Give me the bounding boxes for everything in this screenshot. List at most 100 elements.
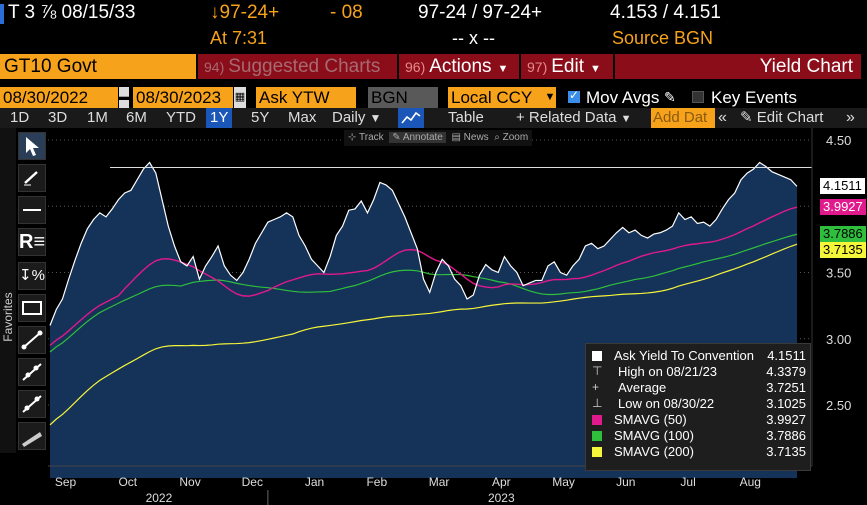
table-button[interactable]: Table (448, 109, 484, 126)
x-tick-label: Oct (118, 475, 137, 489)
x-tick-label: May (552, 475, 575, 489)
start-date-field[interactable]: 08/30/2022 (0, 87, 118, 108)
ticker-field[interactable]: GT10 Govt (0, 54, 196, 79)
legend-sma50: SMAVG (50) 3.9927 (592, 412, 806, 428)
horizontal-line-tool[interactable] (18, 196, 46, 224)
track-button[interactable]: Track (359, 132, 384, 143)
y-tick-label: 3.00 (826, 332, 851, 347)
eraser-tool[interactable] (18, 422, 46, 450)
legend-sma100: SMAVG (100) 3.7886 (592, 428, 806, 444)
x-tick-label: Jan (305, 475, 324, 489)
mini-toolbar: ⊹ Track ✎ Annotate ▤ News ⌕ Zoom (344, 130, 533, 146)
quote-time: At 7:31 (210, 28, 268, 48)
mov-avgs-checkbox[interactable] (568, 88, 580, 103)
edit-chart-button[interactable]: ✎ Edit Chart (740, 109, 824, 126)
range-ytd[interactable]: YTD (166, 109, 196, 126)
currency-select[interactable]: Local CCY (448, 87, 544, 108)
frequency-select[interactable]: Daily ▼ (332, 109, 382, 126)
field-selector[interactable]: Ask YTW (256, 87, 356, 108)
annotate-button[interactable]: ✎ Annotate (389, 132, 446, 143)
chevron-down-icon[interactable]: ▼ (544, 87, 556, 108)
zoom-icon[interactable]: ⌕ (494, 132, 500, 143)
x-tick-label: Nov (179, 475, 200, 489)
line-chart-icon[interactable] (398, 108, 424, 128)
favorites-sidebar[interactable] (0, 128, 16, 453)
track-icon[interactable]: ⊹ (348, 132, 357, 143)
mov-avgs-label: Mov Avgs (586, 88, 660, 107)
news-icon[interactable]: ▤ (451, 132, 461, 143)
fibonacci-tool[interactable]: ↧% (18, 262, 46, 290)
legend[interactable]: Ask Yield To Convention 4.1511 ⊤ High on 0… (585, 343, 811, 471)
calendar-icon[interactable]: ▦ (234, 87, 246, 108)
page-title: Yield Chart (615, 54, 861, 79)
actions-menu[interactable]: 96) Actions ▼ (399, 54, 519, 79)
bid-ask-price: 97-24 / 97-24+ (418, 2, 543, 23)
quote-source: Source BGN (612, 28, 714, 48)
range-max[interactable]: Max (288, 109, 317, 126)
x-tick-label: Jun (616, 475, 635, 489)
zoom-button[interactable]: Zoom (502, 132, 529, 143)
sma200-line (49, 243, 798, 426)
net-change: - 08 (330, 2, 363, 23)
range-5y[interactable]: 5Y (251, 109, 270, 126)
source-field[interactable]: BGN (368, 87, 438, 108)
key-events-label: Key Events (711, 88, 797, 107)
x-tick-label: Feb (366, 475, 387, 489)
suggested-charts-menu[interactable]: 94) Suggested Charts (198, 54, 397, 79)
trendline-tool[interactable] (18, 326, 46, 354)
pencil-icon[interactable]: ✎ (664, 89, 676, 105)
last-sma200-tag: 3.7135 (820, 242, 866, 259)
last-sma100-tag: 3.7886 (820, 226, 866, 243)
legend-average: + Average 3.7251 (592, 380, 806, 395)
legend-sma200: SMAVG (200) 3.7135 (592, 444, 806, 460)
scroll-right-icon[interactable]: » (846, 109, 855, 126)
pencil-tool[interactable] (18, 164, 46, 192)
scroll-left-icon[interactable]: « (718, 109, 727, 126)
x-tick-label: Mar (429, 475, 450, 489)
related-data-menu[interactable]: + Related Data ▼ (516, 109, 632, 126)
year-label: 2022 (146, 491, 173, 505)
security-flag (0, 4, 4, 24)
range-3d[interactable]: 3D (48, 109, 68, 126)
range-6m[interactable]: 6M (126, 109, 147, 126)
x-tick-label: Sep (55, 475, 77, 489)
x-tick-label: Jul (680, 475, 695, 489)
range-1m[interactable]: 1M (87, 109, 108, 126)
pointer-tool[interactable] (18, 132, 46, 160)
pencil-icon: ✎ (392, 132, 401, 143)
bid-ask-yield: 4.153 / 4.151 (610, 2, 721, 23)
pencil-icon: ✎ (740, 109, 757, 126)
range-1y[interactable]: 1Y (206, 108, 233, 128)
sma100-line (49, 233, 798, 353)
end-date-field[interactable]: 08/30/2023 (133, 87, 233, 108)
chevron-down-icon: ▼ (497, 63, 509, 75)
add-data-field[interactable]: Add Dat (651, 108, 715, 128)
y-tick-label: 2.50 (826, 398, 851, 413)
chevron-down-icon: ▼ (620, 113, 632, 125)
y-tick-label: 3.50 (826, 266, 851, 281)
series-lines (49, 161, 812, 426)
edit-menu[interactable]: 97) Edit ▼ (521, 54, 613, 79)
favorites-label: Favorites (1, 292, 15, 342)
chevron-down-icon: ▼ (589, 63, 601, 75)
channel-tool[interactable] (18, 390, 46, 418)
change-price: ↓97-24+ (210, 2, 280, 23)
quote-size: -- x -- (452, 28, 495, 48)
legend-low: ⊥ Low on 08/30/22 3.1025 (592, 396, 806, 411)
legend-price: Ask Yield To Convention 4.1511 (592, 348, 806, 364)
sma50-line (49, 206, 798, 346)
last-sma50-tag: 3.9927 (820, 199, 866, 216)
range-1d[interactable]: 1D (10, 109, 30, 126)
x-tick-label: Apr (492, 475, 511, 489)
y-tick-label: 4.50 (826, 133, 851, 148)
rectangle-tool[interactable] (18, 294, 46, 322)
key-events-checkbox[interactable] (692, 91, 704, 103)
year-label: 2023 (488, 491, 515, 505)
legend-high: ⊤ High on 08/21/23 4.3379 (592, 364, 806, 379)
security-name[interactable]: T 3 ⅞ 08/15/33 (8, 2, 136, 23)
text-tool[interactable]: R≡ (18, 228, 46, 256)
calendar-icon[interactable]: ▬ (119, 87, 130, 108)
news-button[interactable]: News (463, 132, 489, 143)
last-price-tag: 4.1511 (820, 178, 865, 195)
ray-tool[interactable] (18, 358, 46, 386)
